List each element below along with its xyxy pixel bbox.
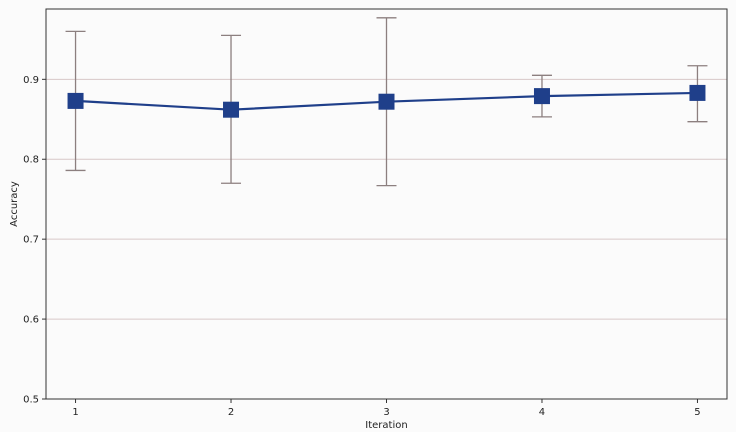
x-tick-label-1: 2 [228,407,234,418]
data-point-1 [67,92,84,109]
y-tick-label-4: 0.9 [23,75,39,86]
y-tick-label-3: 0.8 [23,155,39,166]
axes [42,8,728,403]
x-tick-label-3: 4 [539,407,545,418]
data-point-5 [689,84,706,101]
y-axis-label: Accuracy [9,181,20,227]
x-tick-label-2: 3 [383,407,389,418]
y-tick-label-2: 0.7 [23,235,39,246]
y-tick-label-1: 0.6 [23,315,39,326]
data-point-4 [533,88,550,105]
data-point-3 [378,93,395,110]
y-tick-label-0: 0.5 [23,395,39,406]
data-point-2 [223,101,240,118]
x-axis-label: Iteration [365,420,407,431]
data-markers [67,84,706,118]
x-tick-label-4: 5 [694,407,700,418]
x-tick-label-0: 1 [72,407,78,418]
tick-labels: 0.5 0.6 0.7 0.8 0.9 1 2 3 4 5 [23,75,701,418]
